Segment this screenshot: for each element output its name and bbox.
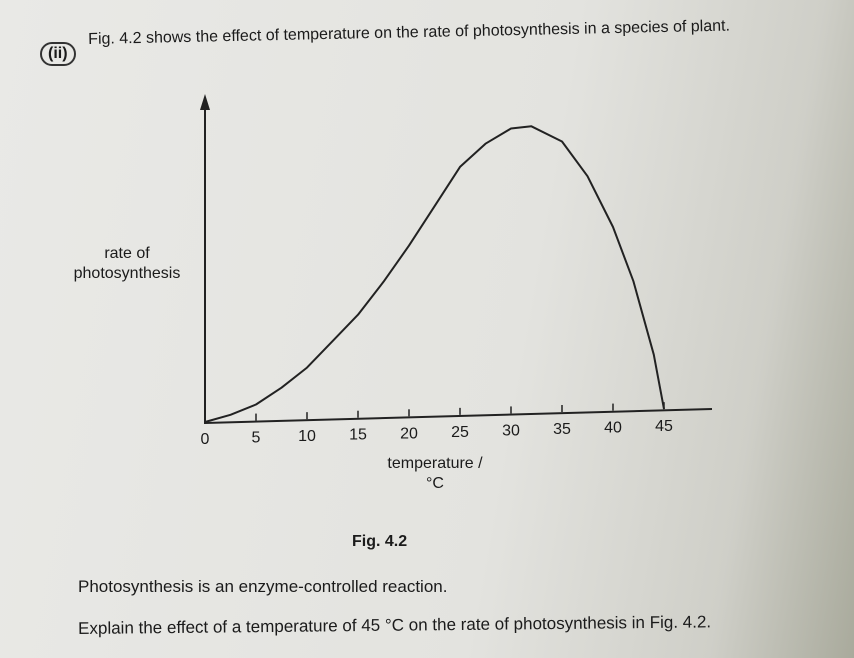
y-axis-label: rate of photosynthesis: [73, 245, 181, 282]
figure-caption: Fig. 4.2: [352, 533, 408, 550]
question-label: (ii): [40, 42, 76, 66]
x-tick-label: 40: [604, 420, 622, 437]
x-tick-label: 15: [349, 427, 367, 444]
x-axis-label: temperature /°C: [387, 455, 483, 492]
x-tick-label: 20: [400, 425, 418, 442]
x-tick-label: 0: [201, 431, 210, 448]
x-tick-label: 10: [298, 428, 316, 445]
curve: [204, 125, 665, 423]
paragraph: Photosynthesis is an enzyme-controlled r…: [78, 577, 448, 596]
y-axis-arrow: [200, 94, 210, 110]
x-axis: [204, 408, 713, 424]
x-tick-label: 30: [502, 422, 520, 439]
x-tick-label: 25: [451, 424, 469, 441]
x-tick-label: 35: [553, 421, 571, 438]
x-tick-label: 45: [655, 418, 673, 435]
x-tick-label: 5: [252, 430, 261, 447]
